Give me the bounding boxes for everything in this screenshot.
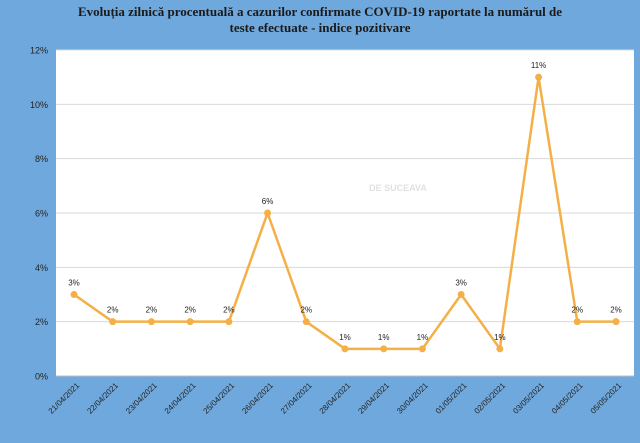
data-label: 1%	[378, 333, 390, 342]
data-label: 2%	[146, 306, 158, 315]
y-tick-label: 2%	[35, 317, 48, 327]
x-tick-label: 05/05/2021	[589, 381, 624, 416]
data-label: 2%	[107, 306, 119, 315]
data-point	[109, 318, 117, 326]
data-point	[457, 291, 465, 298]
x-tick-label: 29/04/2021	[356, 381, 391, 416]
data-label: 2%	[610, 306, 622, 315]
data-point	[535, 73, 543, 81]
data-label: 6%	[262, 197, 274, 206]
x-tick-label: 01/05/2021	[434, 381, 469, 416]
data-label: 2%	[184, 306, 196, 315]
x-tick-label: 25/04/2021	[202, 381, 237, 416]
chart-title-line-2: teste efectuate - indice pozitivare	[229, 20, 411, 35]
x-tick-label: 23/04/2021	[124, 381, 159, 416]
data-point	[612, 318, 620, 326]
data-point	[186, 318, 194, 326]
x-tick-label: 28/04/2021	[318, 381, 353, 416]
data-labels: 3% 2% 2% 2% 2% 6% 2% 1% 1% 1% 3% 1% 11% 2% 2%	[68, 61, 622, 342]
gridlines	[56, 49, 634, 377]
x-tick-label: 24/04/2021	[163, 381, 198, 416]
data-label: 11%	[531, 61, 546, 70]
data-label: 2%	[301, 306, 313, 315]
y-tick-label: 6%	[35, 209, 48, 219]
x-tick-label: 26/04/2021	[240, 381, 275, 416]
x-tick-label: 04/05/2021	[550, 381, 585, 416]
x-tick-label: 27/04/2021	[279, 381, 314, 416]
y-axis: 0% 2% 4% 6% 8% 10% 12%	[30, 46, 48, 382]
data-point	[380, 345, 388, 353]
data-label: 1%	[494, 333, 506, 342]
data-points	[70, 73, 620, 353]
data-point	[341, 345, 349, 353]
x-tick-label: 03/05/2021	[511, 381, 546, 416]
data-point	[302, 318, 310, 326]
x-tick-label: 21/04/2021	[47, 381, 82, 416]
data-label: 2%	[572, 306, 584, 315]
chart-title-line-1: Evoluția zilnică procentuală a cazurilor…	[77, 4, 563, 19]
x-tick-label: 02/05/2021	[473, 381, 508, 416]
y-tick-label: 12%	[30, 46, 48, 56]
y-tick-label: 0%	[35, 372, 48, 382]
data-label: 2%	[223, 306, 235, 315]
data-point	[225, 318, 233, 326]
data-point	[264, 209, 272, 217]
data-point	[573, 318, 581, 326]
data-label: 1%	[417, 333, 429, 342]
data-label: 3%	[68, 279, 80, 288]
y-tick-label: 8%	[35, 154, 48, 164]
x-tick-label: 30/04/2021	[395, 381, 430, 416]
data-point	[70, 291, 78, 298]
y-tick-label: 10%	[30, 100, 48, 110]
x-tick-label: 22/04/2021	[85, 381, 120, 416]
data-point	[147, 318, 155, 326]
x-axis: 21/04/2021 22/04/2021 23/04/2021 24/04/2021…	[47, 381, 624, 416]
data-point	[418, 345, 426, 353]
data-point	[496, 345, 504, 353]
data-label: 3%	[455, 279, 467, 288]
watermark: DE SUCEAVA	[369, 183, 427, 193]
data-label: 1%	[339, 333, 351, 342]
chart-title: Evoluția zilnică procentuală a cazurilor…	[0, 4, 640, 36]
y-tick-label: 4%	[35, 263, 48, 273]
